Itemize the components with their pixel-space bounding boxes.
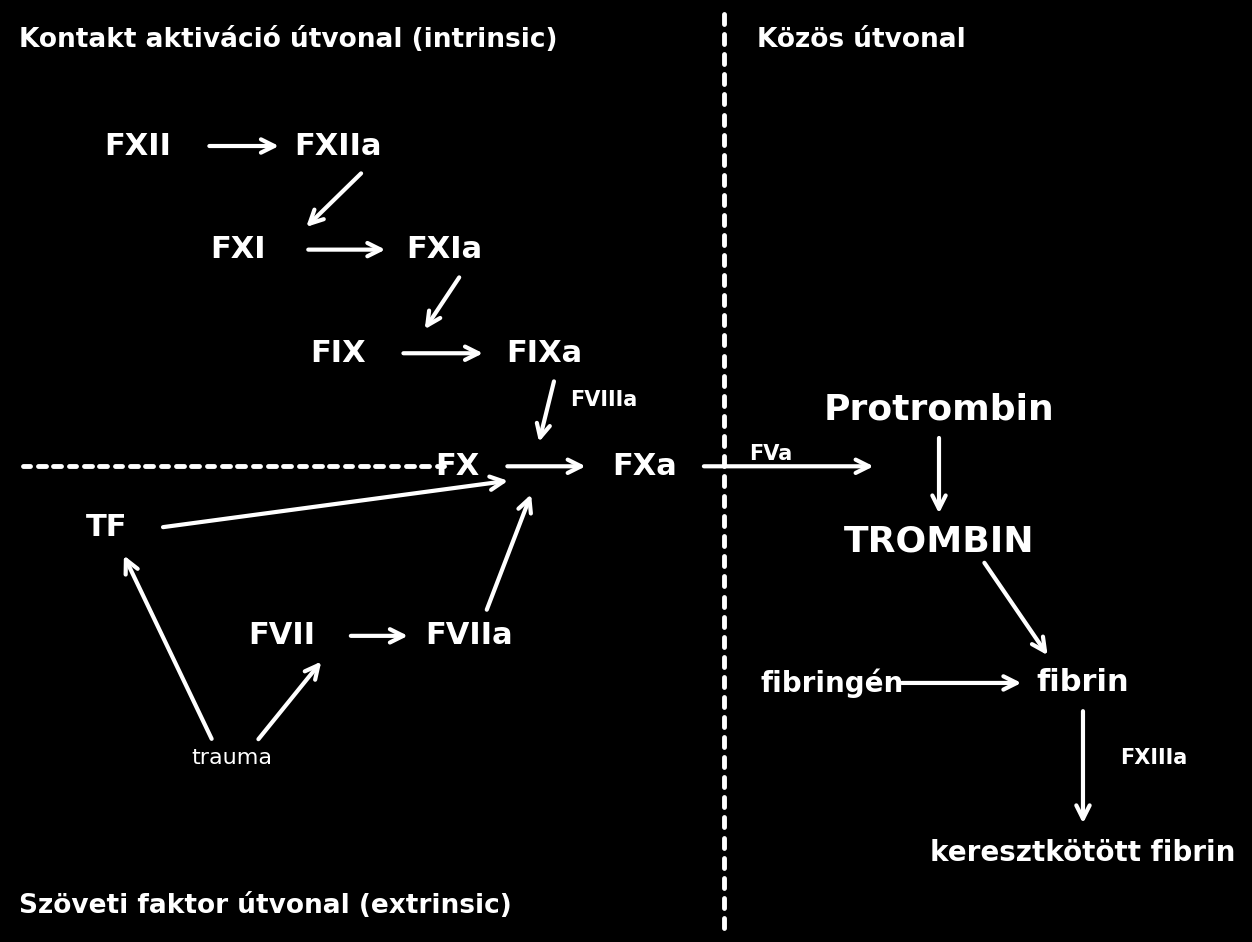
Text: keresztkötött fibrin: keresztkötött fibrin	[930, 838, 1236, 867]
Text: FXIa: FXIa	[407, 236, 482, 264]
Text: Protrombin: Protrombin	[824, 393, 1054, 427]
Text: TROMBIN: TROMBIN	[844, 525, 1034, 559]
Text: FIXa: FIXa	[507, 339, 582, 367]
Text: FXIIIa: FXIIIa	[1121, 748, 1188, 769]
Text: FIX: FIX	[310, 339, 366, 367]
Text: trauma: trauma	[192, 748, 272, 769]
Text: FX: FX	[434, 452, 480, 480]
Text: FVIIa: FVIIa	[426, 622, 513, 650]
Text: Szöveti faktor útvonal (extrinsic): Szöveti faktor útvonal (extrinsic)	[19, 893, 512, 919]
Text: FVII: FVII	[248, 622, 316, 650]
Text: FXII: FXII	[104, 132, 172, 160]
Text: FVa: FVa	[749, 444, 793, 464]
Text: Kontakt aktiváció útvonal (intrinsic): Kontakt aktiváció útvonal (intrinsic)	[19, 26, 557, 53]
Text: FVIIIa: FVIIIa	[570, 390, 637, 411]
Text: TF: TF	[85, 513, 128, 542]
Text: FXIIa: FXIIa	[294, 132, 382, 160]
Text: FXI: FXI	[210, 236, 265, 264]
Text: fibringén: fibringén	[761, 668, 904, 698]
Text: FXa: FXa	[612, 452, 677, 480]
Text: fibrin: fibrin	[1037, 669, 1129, 697]
Text: Közös útvonal: Közös útvonal	[757, 26, 967, 53]
